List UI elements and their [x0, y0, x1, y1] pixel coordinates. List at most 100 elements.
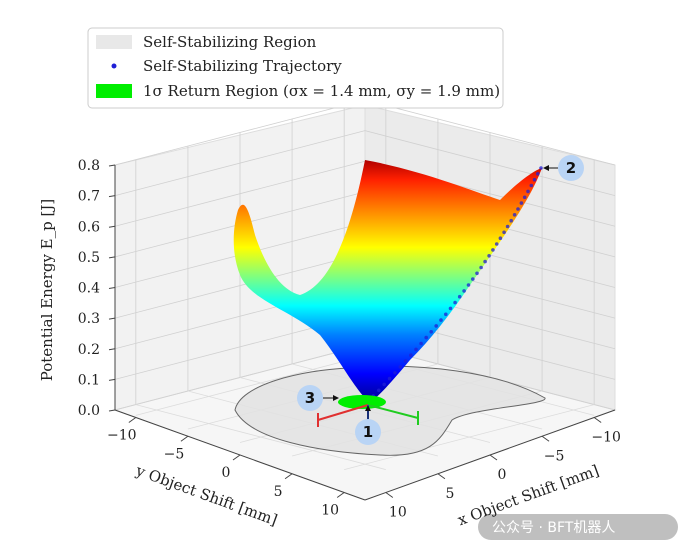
x-tick-mark	[437, 473, 446, 480]
x-tick-label: 10	[389, 505, 407, 521]
trajectory-point	[419, 341, 423, 346]
z-tick-mark	[108, 225, 116, 228]
triad-y-axis	[367, 404, 419, 419]
trajectory-point	[424, 335, 429, 340]
trajectory-point	[516, 207, 520, 211]
trajectory-point	[522, 195, 527, 200]
trajectory-point	[512, 213, 517, 217]
x-tick-label: −5	[544, 448, 565, 464]
z-tick-label: 0.4	[78, 281, 100, 297]
z-tick-mark	[108, 348, 116, 351]
watermark-bg	[478, 514, 678, 540]
trajectory-point	[466, 283, 471, 287]
trajectory-point	[439, 318, 443, 322]
svg-text:3: 3	[305, 389, 315, 407]
marker-3: 3	[297, 385, 339, 411]
trajectory-point	[414, 347, 418, 352]
legend-swatch-region	[96, 35, 132, 49]
z-tick-mark	[108, 256, 116, 259]
trajectory-point	[502, 230, 506, 235]
legend-entry-trajectory: Self-Stabilizing Trajectory	[143, 57, 342, 75]
legend: Self-Stabilizing Region Self-Stabilizing…	[87, 27, 504, 109]
trajectory-point	[429, 330, 434, 334]
energy-surface	[233, 160, 542, 403]
z-ticks: 0.0 0.1 0.2 0.3 0.4 0.5 0.6 0.7 0.8	[78, 158, 116, 419]
trajectory-point	[382, 382, 387, 387]
legend-swatch-return	[96, 84, 132, 98]
trajectory-point	[539, 166, 543, 170]
y-tick-label: −10	[107, 428, 137, 444]
legend-box	[87, 27, 504, 109]
trajectory-point	[487, 254, 491, 258]
z-axis-label: Potential Energy E_p [J]	[38, 199, 56, 381]
marker-1: 1	[355, 405, 381, 445]
trajectory-point	[475, 271, 479, 276]
z-tick-label: 0.5	[78, 250, 100, 266]
trajectory-point	[434, 324, 439, 328]
x-tick-label: −10	[591, 430, 621, 446]
x-ticks: 10 5 0 −5 −10	[385, 417, 621, 521]
trajectory-point	[453, 300, 457, 305]
z-tick-label: 0.0	[78, 403, 100, 419]
y-tick-mark	[232, 454, 241, 461]
x-tick-mark	[541, 435, 550, 442]
z-tick-label: 0.2	[78, 342, 100, 358]
z-tick-mark	[108, 378, 116, 381]
trajectory-point	[526, 189, 530, 194]
z-tick-mark	[108, 195, 116, 198]
trajectory-point	[403, 359, 408, 363]
z-tick-label: 0.8	[78, 158, 100, 174]
z-tick-label: 0.1	[78, 372, 100, 388]
y-tick-label: −5	[164, 446, 185, 462]
z-tick-label: 0.7	[78, 189, 100, 205]
triad-x-axis	[317, 404, 369, 421]
trajectory-point	[393, 371, 397, 375]
z-tick-mark	[108, 409, 116, 412]
x-tick-label: 0	[498, 467, 507, 483]
y-tick-mark	[128, 417, 137, 423]
marker-2: 2	[543, 155, 584, 181]
watermark: 公众号 · BFT机器人	[492, 520, 615, 536]
svg-text:2: 2	[566, 159, 576, 177]
return-region-ellipse	[338, 395, 386, 409]
x-tick-label: 5	[445, 486, 454, 502]
trajectory-point	[509, 218, 513, 223]
y-tick-label: 0	[222, 465, 231, 481]
trajectory-point	[529, 183, 534, 188]
x-tick-mark	[385, 492, 394, 498]
y-tick-label: 5	[274, 484, 283, 500]
trajectory-point	[471, 277, 475, 281]
z-tick-mark	[108, 164, 116, 167]
trajectory-point	[483, 259, 487, 264]
trajectory-point	[377, 388, 381, 393]
z-tick-label: 0.3	[78, 311, 100, 327]
trajectory-point	[387, 376, 392, 381]
y-tick-mark	[284, 473, 293, 480]
trajectory-point	[409, 353, 413, 358]
trajectory-point	[457, 294, 462, 299]
legend-entry-return: 1σ Return Region (σx = 1.4 mm, σy = 1.9 …	[143, 82, 500, 100]
trajectory-point	[479, 265, 483, 270]
trajectory-point	[519, 201, 524, 205]
trajectory-point	[494, 242, 499, 246]
y-ticks: −10 −5 0 5 10	[107, 417, 345, 519]
trajectory-point	[448, 306, 453, 311]
trajectory-point	[462, 289, 466, 293]
z-tick-label: 0.6	[78, 219, 100, 235]
z-tick-mark	[108, 287, 116, 289]
grid-floor-y	[135, 404, 386, 470]
legend-swatch-trajectory	[111, 63, 117, 69]
trajectory-point	[532, 177, 537, 182]
trajectory-point	[444, 312, 448, 317]
x-tick-mark	[489, 454, 498, 461]
svg-text:1: 1	[363, 423, 373, 441]
legend-entry-region: Self-Stabilizing Region	[143, 33, 317, 51]
trajectory-point	[505, 224, 510, 229]
y-tick-mark	[180, 435, 189, 442]
trajectory-point	[398, 365, 403, 369]
y-axis-label: y Object Shift [mm]	[133, 461, 280, 529]
y-tick-label: 10	[321, 503, 339, 519]
y-tick-mark	[336, 492, 345, 498]
trajectory-point	[536, 172, 540, 176]
